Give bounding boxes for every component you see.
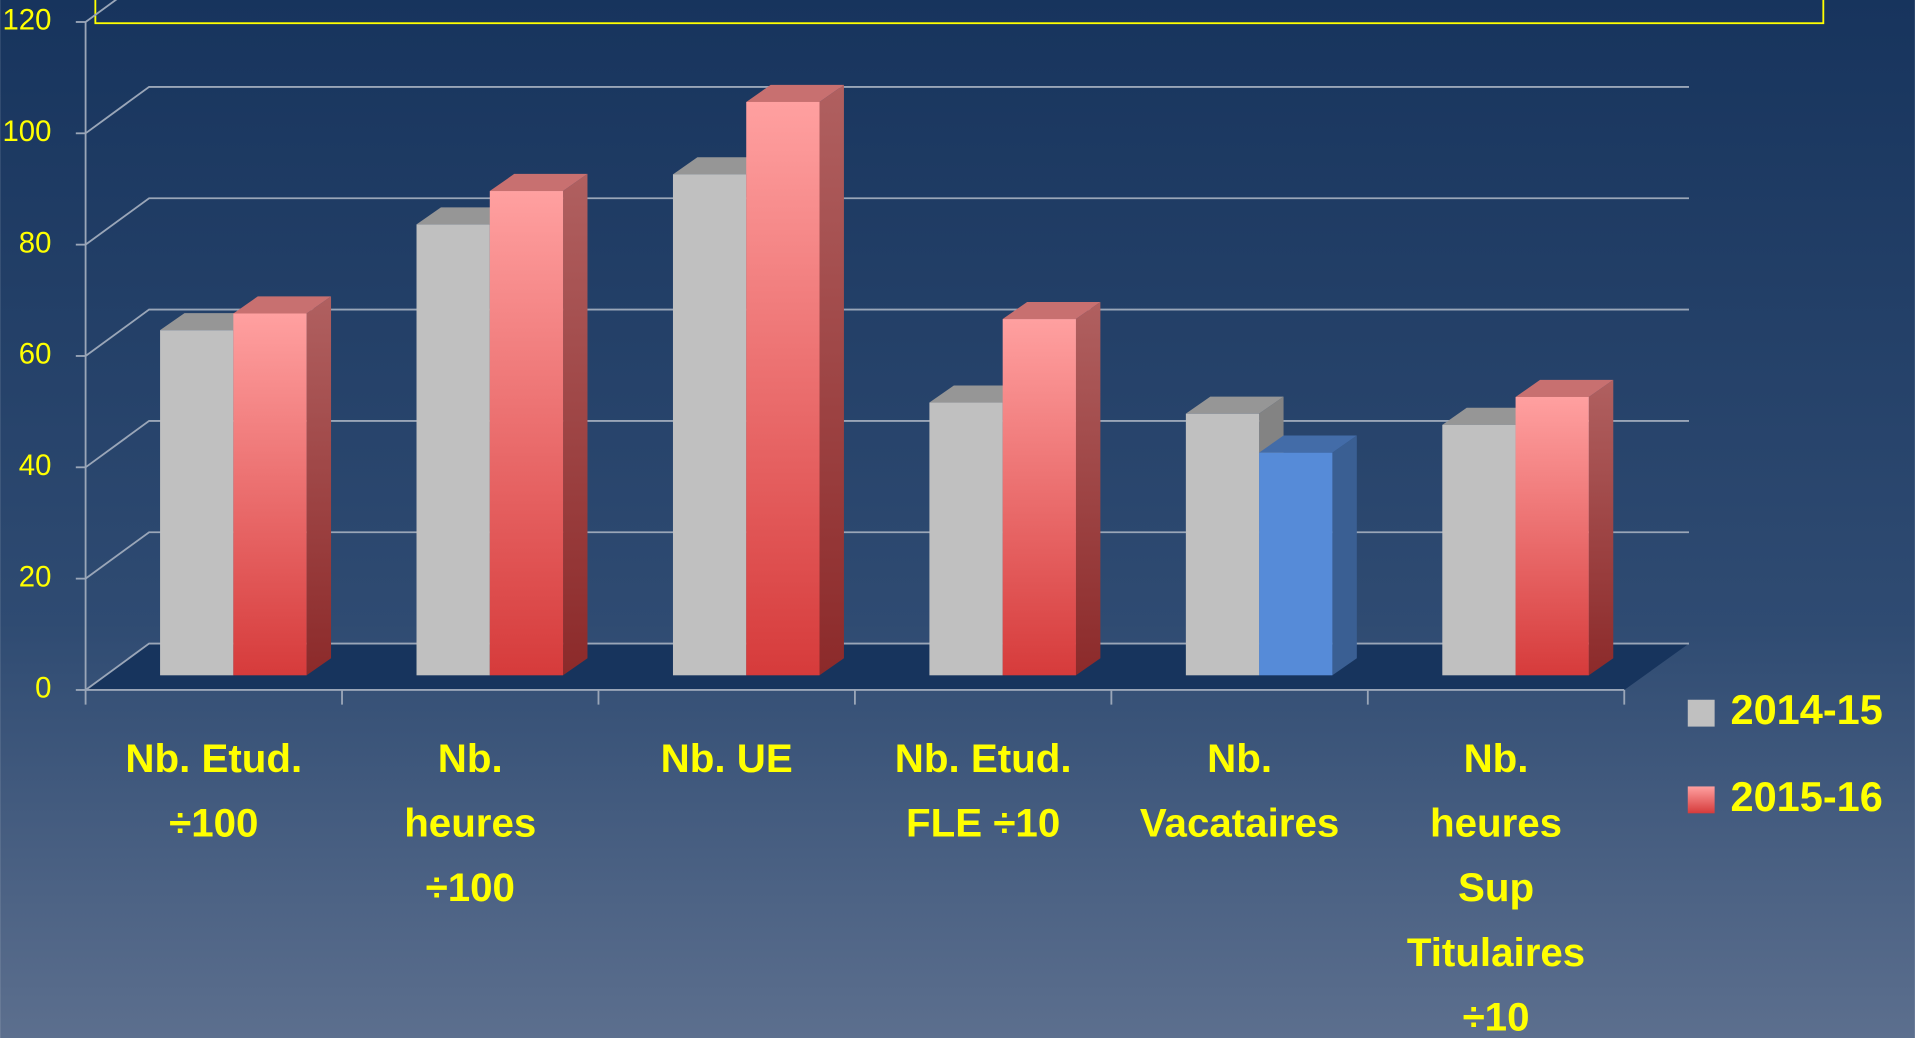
bar-top	[233, 296, 332, 314]
bar	[672, 174, 747, 676]
bar	[233, 313, 307, 676]
x-tick-label: Nb. Etud. FLE ÷10	[895, 735, 1072, 845]
bar	[1185, 413, 1260, 676]
y-tick-label: 0	[35, 672, 51, 705]
x-tick-label: Nb. Etud. ÷100	[125, 735, 302, 845]
bar-side	[1332, 435, 1357, 676]
x-tick-label: Nb. heures ÷100	[404, 735, 536, 909]
bar-top	[1515, 379, 1614, 397]
grid-line	[85, 0, 118, 23]
legend-swatch	[1687, 786, 1715, 814]
legend-label: 2015-16	[1731, 773, 1883, 820]
x-tick-label: Nb. UE	[661, 735, 793, 780]
title-box	[94, 0, 1825, 25]
y-tick-label: 20	[19, 560, 52, 593]
y-tick-label: 100	[2, 115, 51, 148]
grid-line	[85, 85, 1689, 135]
bar-side	[1075, 301, 1101, 676]
bar	[929, 402, 1003, 676]
bar	[489, 191, 564, 676]
bar	[1002, 319, 1076, 676]
legend-label: 2014-15	[1731, 686, 1883, 733]
bar	[1442, 424, 1516, 676]
bar-top	[160, 313, 258, 331]
y-tick-label: 120	[2, 4, 51, 37]
grid-line	[85, 197, 1689, 246]
bar	[1259, 452, 1333, 676]
bar-side	[819, 84, 844, 676]
y-tick-label: 80	[19, 226, 52, 259]
bar	[416, 224, 490, 676]
grid-line	[85, 308, 1689, 357]
bar	[1515, 396, 1589, 676]
bar-top	[1259, 435, 1357, 453]
grid-line	[85, 642, 1689, 691]
x-tick-label: Nb. heures Sup Titulaires ÷10	[1407, 735, 1585, 1038]
bar-top	[1185, 396, 1284, 414]
bar-side	[306, 296, 332, 676]
bar-top	[1002, 301, 1101, 320]
y-tick-label: 40	[19, 449, 52, 482]
grid-line	[85, 531, 1689, 580]
bar-top	[746, 84, 844, 102]
y-tick-label: 60	[19, 338, 52, 371]
bar-side	[563, 173, 588, 676]
x-tick-label: Nb. Vacataires	[1140, 735, 1339, 845]
bar	[746, 101, 820, 676]
bar-top	[489, 173, 588, 192]
grid-line	[85, 419, 1689, 469]
legend-swatch	[1687, 699, 1715, 727]
bar	[160, 330, 234, 676]
bar-side	[1588, 379, 1614, 676]
